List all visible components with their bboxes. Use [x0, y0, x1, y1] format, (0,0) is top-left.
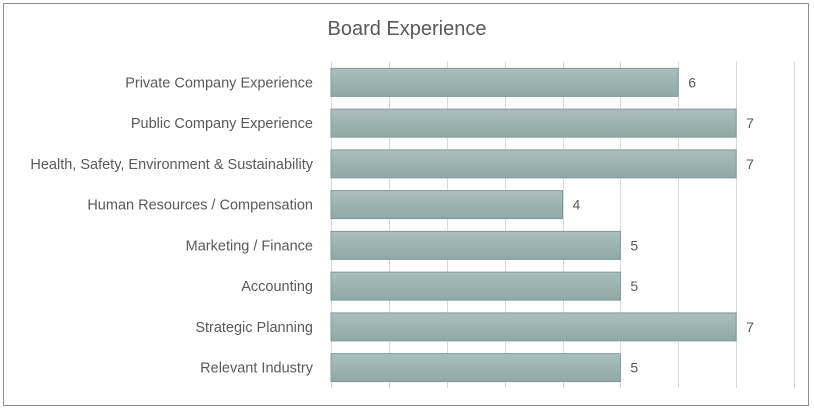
chart-plot: Private Company Experience Public Company… [30, 62, 795, 388]
category-labels: Private Company Experience Public Company… [30, 75, 313, 376]
category-label-3: Human Resources / Compensation [87, 198, 313, 214]
category-label-4: Marketing / Finance [186, 238, 313, 254]
category-label-7: Relevant Industry [200, 361, 314, 377]
bar-5 [330, 271, 621, 301]
bar-4 [330, 230, 621, 260]
value-label-2: 7 [746, 156, 754, 172]
bar-2 [330, 149, 737, 179]
bar-3 [330, 190, 563, 220]
value-label-6: 7 [746, 319, 754, 335]
value-label-0: 6 [688, 74, 696, 90]
chart-title: Board Experience [327, 18, 487, 40]
category-label-0: Private Company Experience [125, 75, 313, 91]
bar-7 [330, 353, 621, 383]
value-labels: 6 7 7 4 5 5 7 5 [573, 74, 755, 375]
value-label-4: 5 [630, 237, 638, 253]
category-label-1: Public Company Experience [131, 116, 313, 132]
value-label-3: 4 [573, 197, 581, 213]
category-label-6: Strategic Planning [195, 320, 313, 336]
bars [330, 67, 737, 383]
value-label-7: 5 [630, 360, 638, 376]
category-label-2: Health, Safety, Environment & Sustainabi… [30, 157, 313, 173]
value-label-1: 7 [746, 115, 754, 131]
bar-6 [330, 312, 737, 342]
category-label-5: Accounting [241, 279, 313, 295]
value-label-5: 5 [630, 278, 638, 294]
bar-1 [330, 108, 737, 138]
bar-0 [330, 67, 679, 97]
chart-frame: Board Experience Private Company Experie… [3, 3, 809, 406]
